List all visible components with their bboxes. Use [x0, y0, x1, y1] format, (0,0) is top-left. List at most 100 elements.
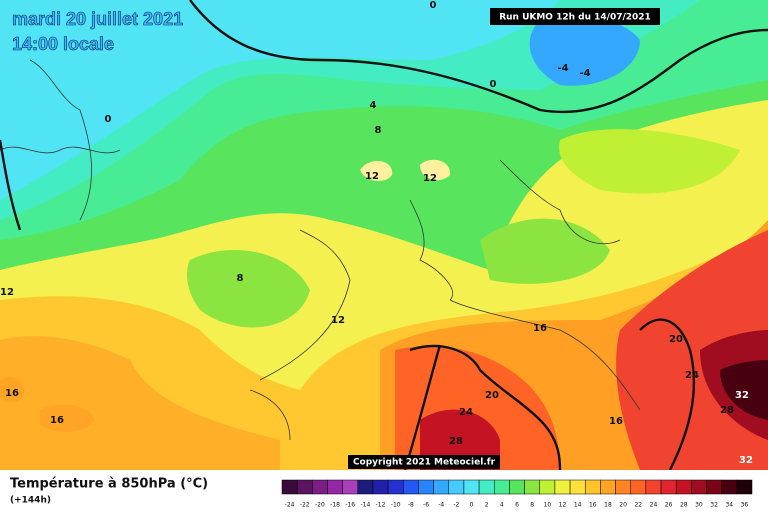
scale-swatch — [494, 479, 510, 495]
scale-swatch — [721, 479, 738, 495]
scale-swatch — [554, 479, 571, 495]
contour-label: 8 — [375, 125, 382, 136]
contour-label: 0 — [490, 79, 497, 90]
scale-label: -22 — [300, 502, 310, 509]
contour-label: 0 — [105, 114, 112, 125]
contour-label: 28 — [449, 436, 463, 447]
contour-label: 32 — [739, 455, 753, 466]
contour-label: 4 — [370, 100, 377, 111]
scale-swatch — [448, 479, 465, 495]
color-scale: -24 -22 -20 -18 -16 -14 -12 -10 -8 -6 -4 -2 0 2 4 6 8 10 1… — [281, 479, 753, 509]
scale-swatch — [296, 479, 313, 495]
scale-label: 0 — [470, 502, 474, 509]
scale-swatch — [418, 479, 434, 495]
scale-swatch — [433, 479, 450, 495]
scale-swatch — [327, 479, 343, 495]
scale-swatch — [281, 479, 298, 495]
contour-label: -4 — [579, 68, 590, 79]
scale-swatch — [312, 479, 328, 495]
scale-swatch — [736, 479, 753, 495]
scale-label: 22 — [634, 502, 642, 509]
scale-label: 10 — [544, 502, 552, 509]
scale-label: -18 — [330, 502, 340, 509]
date-title: mardi 20 juillet 2021 — [12, 9, 183, 29]
scale-label: 8 — [530, 502, 534, 509]
scale-label: -6 — [423, 502, 429, 509]
scale-swatch — [584, 479, 601, 495]
scale-swatch — [675, 479, 692, 495]
contour-label: 28 — [720, 405, 734, 416]
scale-swatch — [463, 479, 480, 495]
contour-label: 20 — [669, 334, 683, 345]
scale-swatch — [615, 479, 631, 495]
contour-label: 32 — [735, 390, 749, 401]
scale-swatch — [403, 479, 419, 495]
scale-label: 34 — [725, 502, 733, 509]
scale-label: 14 — [574, 502, 582, 509]
scale-swatch — [509, 479, 525, 495]
scale-label: 28 — [680, 502, 688, 509]
footer-lead: (+144h) — [10, 496, 51, 506]
contour-label: -4 — [557, 63, 568, 74]
contour-label: 24 — [459, 407, 473, 418]
contour-label: 16 — [50, 415, 64, 426]
scale-label: 18 — [604, 502, 612, 509]
scale-label: 36 — [741, 502, 749, 509]
scale-swatch — [645, 479, 662, 495]
scale-label: -16 — [345, 502, 355, 509]
footer-title: Température à 850hPa (°C) — [10, 477, 208, 492]
coastlines — [0, 59, 641, 441]
scale-label: -10 — [391, 502, 401, 509]
scale-label: 4 — [500, 502, 504, 509]
scale-swatch — [569, 479, 586, 495]
scale-label: 20 — [619, 502, 627, 509]
contour-labels: 0 4 0 0 -4 -4 8 12 12 8 12 12 16 16 16 2… — [0, 0, 753, 466]
scale-label: 2 — [485, 502, 489, 509]
scale-label: -2 — [453, 502, 459, 509]
scale-swatch — [524, 479, 540, 495]
scale-swatch — [478, 479, 495, 495]
contour-label: 16 — [533, 323, 547, 334]
contour-label: 12 — [331, 315, 345, 326]
contour-label: 20 — [485, 390, 499, 401]
isotherms — [0, 0, 768, 471]
scale-swatch — [372, 479, 389, 495]
contour-label: 24 — [685, 370, 699, 381]
scale-label: 6 — [515, 502, 519, 509]
scale-label: 12 — [559, 502, 567, 509]
contour-label: 12 — [365, 171, 379, 182]
contour-label: 12 — [423, 173, 437, 184]
scale-label: -8 — [408, 502, 414, 509]
scale-swatch — [706, 479, 722, 495]
scale-swatch — [660, 479, 677, 495]
scale-label: 32 — [710, 502, 718, 509]
copyright-box — [348, 455, 500, 469]
scale-label: 24 — [650, 502, 658, 509]
contour-label: 16 — [609, 416, 623, 427]
time-title: 14:00 locale — [12, 34, 114, 54]
scale-swatch — [600, 479, 616, 495]
scale-swatch — [342, 479, 359, 495]
scale-label: -24 — [285, 502, 295, 509]
scale-swatch — [357, 479, 374, 495]
scale-label: -4 — [438, 502, 444, 509]
scale-label: -12 — [376, 502, 386, 509]
scale-swatch — [630, 479, 647, 495]
scale-label: 26 — [665, 502, 673, 509]
contour-label: 8 — [237, 273, 244, 284]
contour-label: 16 — [5, 388, 19, 399]
scale-swatch — [387, 479, 404, 495]
scale-label: 16 — [589, 502, 597, 509]
scale-label: -14 — [360, 502, 370, 509]
scale-swatch — [691, 479, 707, 495]
copyright: Copyright 2021 Meteociel.fr — [353, 458, 496, 468]
run-label: Run UKMO 12h du 14/07/2021 — [499, 13, 651, 23]
contour-label: 0 — [430, 0, 437, 11]
map-field — [0, 0, 768, 470]
contour-label: 12 — [0, 287, 14, 298]
scale-swatch — [539, 479, 556, 495]
scale-label: 30 — [695, 502, 703, 509]
run-box — [490, 8, 660, 25]
